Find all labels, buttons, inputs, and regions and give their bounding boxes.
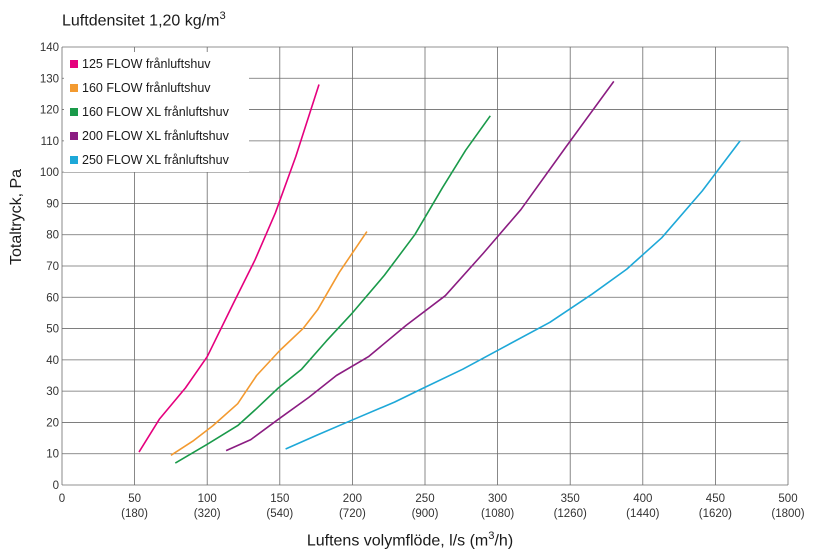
x-tick-label: 50 xyxy=(128,493,141,505)
series-line xyxy=(170,231,368,456)
y-tick-label: 60 xyxy=(46,292,59,304)
x-tick-label: 200 xyxy=(343,493,362,505)
chart-title: Luftdensitet 1,20 kg/m3 xyxy=(62,10,226,30)
legend-item: 250 FLOW XL frånluftshuv xyxy=(64,148,249,172)
y-tick-label: 130 xyxy=(40,73,59,85)
y-tick-label: 80 xyxy=(46,230,59,242)
legend-label: 250 FLOW XL frånluftshuv xyxy=(82,153,229,167)
legend-label: 200 FLOW XL frånluftshuv xyxy=(82,129,229,143)
y-tick-label: 20 xyxy=(46,417,59,429)
legend: 125 FLOW frånluftshuv 160 FLOW frånlufts… xyxy=(64,52,249,172)
legend-label: 160 FLOW frånluftshuv xyxy=(82,81,211,95)
x-tick-sublabel: (1260) xyxy=(554,508,587,520)
x-tick-sublabel: (1440) xyxy=(626,508,659,520)
x-tick-label: 350 xyxy=(561,493,580,505)
y-tick-label: 90 xyxy=(46,198,59,210)
series-line xyxy=(285,140,741,450)
x-tick-sublabel: (720) xyxy=(339,508,366,520)
legend-label: 125 FLOW frånluftshuv xyxy=(82,57,211,71)
legend-item: 160 FLOW frånluftshuv xyxy=(64,76,249,100)
series-line xyxy=(174,115,491,464)
tick-labels: 0 10 20 30 40 50 60 70 80 90 100 110 120 130 140 0 50 (18… xyxy=(40,42,805,520)
x-tick-label: 300 xyxy=(488,493,507,505)
legend-swatch xyxy=(70,108,78,116)
x-tick-sublabel: (180) xyxy=(121,508,148,520)
y-tick-label: 50 xyxy=(46,324,59,336)
series-lines xyxy=(138,80,741,464)
legend-label: 160 FLOW XL frånluftshuv xyxy=(82,105,229,119)
legend-swatch xyxy=(70,156,78,164)
y-tick-label: 110 xyxy=(41,136,59,148)
series-line xyxy=(225,80,615,452)
x-tick-label: 450 xyxy=(706,493,725,505)
x-tick-sublabel: (900) xyxy=(412,508,439,520)
legend-swatch xyxy=(70,84,78,92)
y-tick-label: 30 xyxy=(46,386,59,398)
x-tick-sublabel: (540) xyxy=(266,508,293,520)
x-tick-label: 250 xyxy=(415,493,434,505)
x-tick-sublabel: (1080) xyxy=(481,508,514,520)
y-tick-label: 120 xyxy=(40,105,59,117)
x-tick-label: 150 xyxy=(270,493,289,505)
legend-swatch xyxy=(70,132,78,140)
x-tick-sublabel: (1800) xyxy=(771,508,804,520)
x-tick-label: 500 xyxy=(778,493,797,505)
y-tick-label: 10 xyxy=(46,449,59,461)
x-tick-sublabel: (1620) xyxy=(699,508,732,520)
x-tick-sublabel: (320) xyxy=(194,508,221,520)
x-axis-label: Luftens volymflöde, l/s (m3/h) xyxy=(306,530,514,550)
y-tick-label: 0 xyxy=(53,480,59,492)
legend-item: 200 FLOW XL frånluftshuv xyxy=(64,124,249,148)
x-tick-label: 400 xyxy=(633,493,652,505)
y-axis-label: Totaltryck, Pa xyxy=(8,168,25,265)
y-tick-label: 40 xyxy=(46,355,59,367)
y-tick-label: 100 xyxy=(40,167,59,179)
series-line xyxy=(138,84,320,453)
legend-item: 160 FLOW XL frånluftshuv xyxy=(64,100,249,124)
x-tick-label: 0 xyxy=(59,493,65,505)
y-tick-label: 140 xyxy=(40,42,59,54)
legend-item: 125 FLOW frånluftshuv xyxy=(64,52,249,76)
legend-swatch xyxy=(70,60,78,68)
y-tick-label: 70 xyxy=(46,261,59,273)
x-tick-label: 100 xyxy=(198,493,217,505)
